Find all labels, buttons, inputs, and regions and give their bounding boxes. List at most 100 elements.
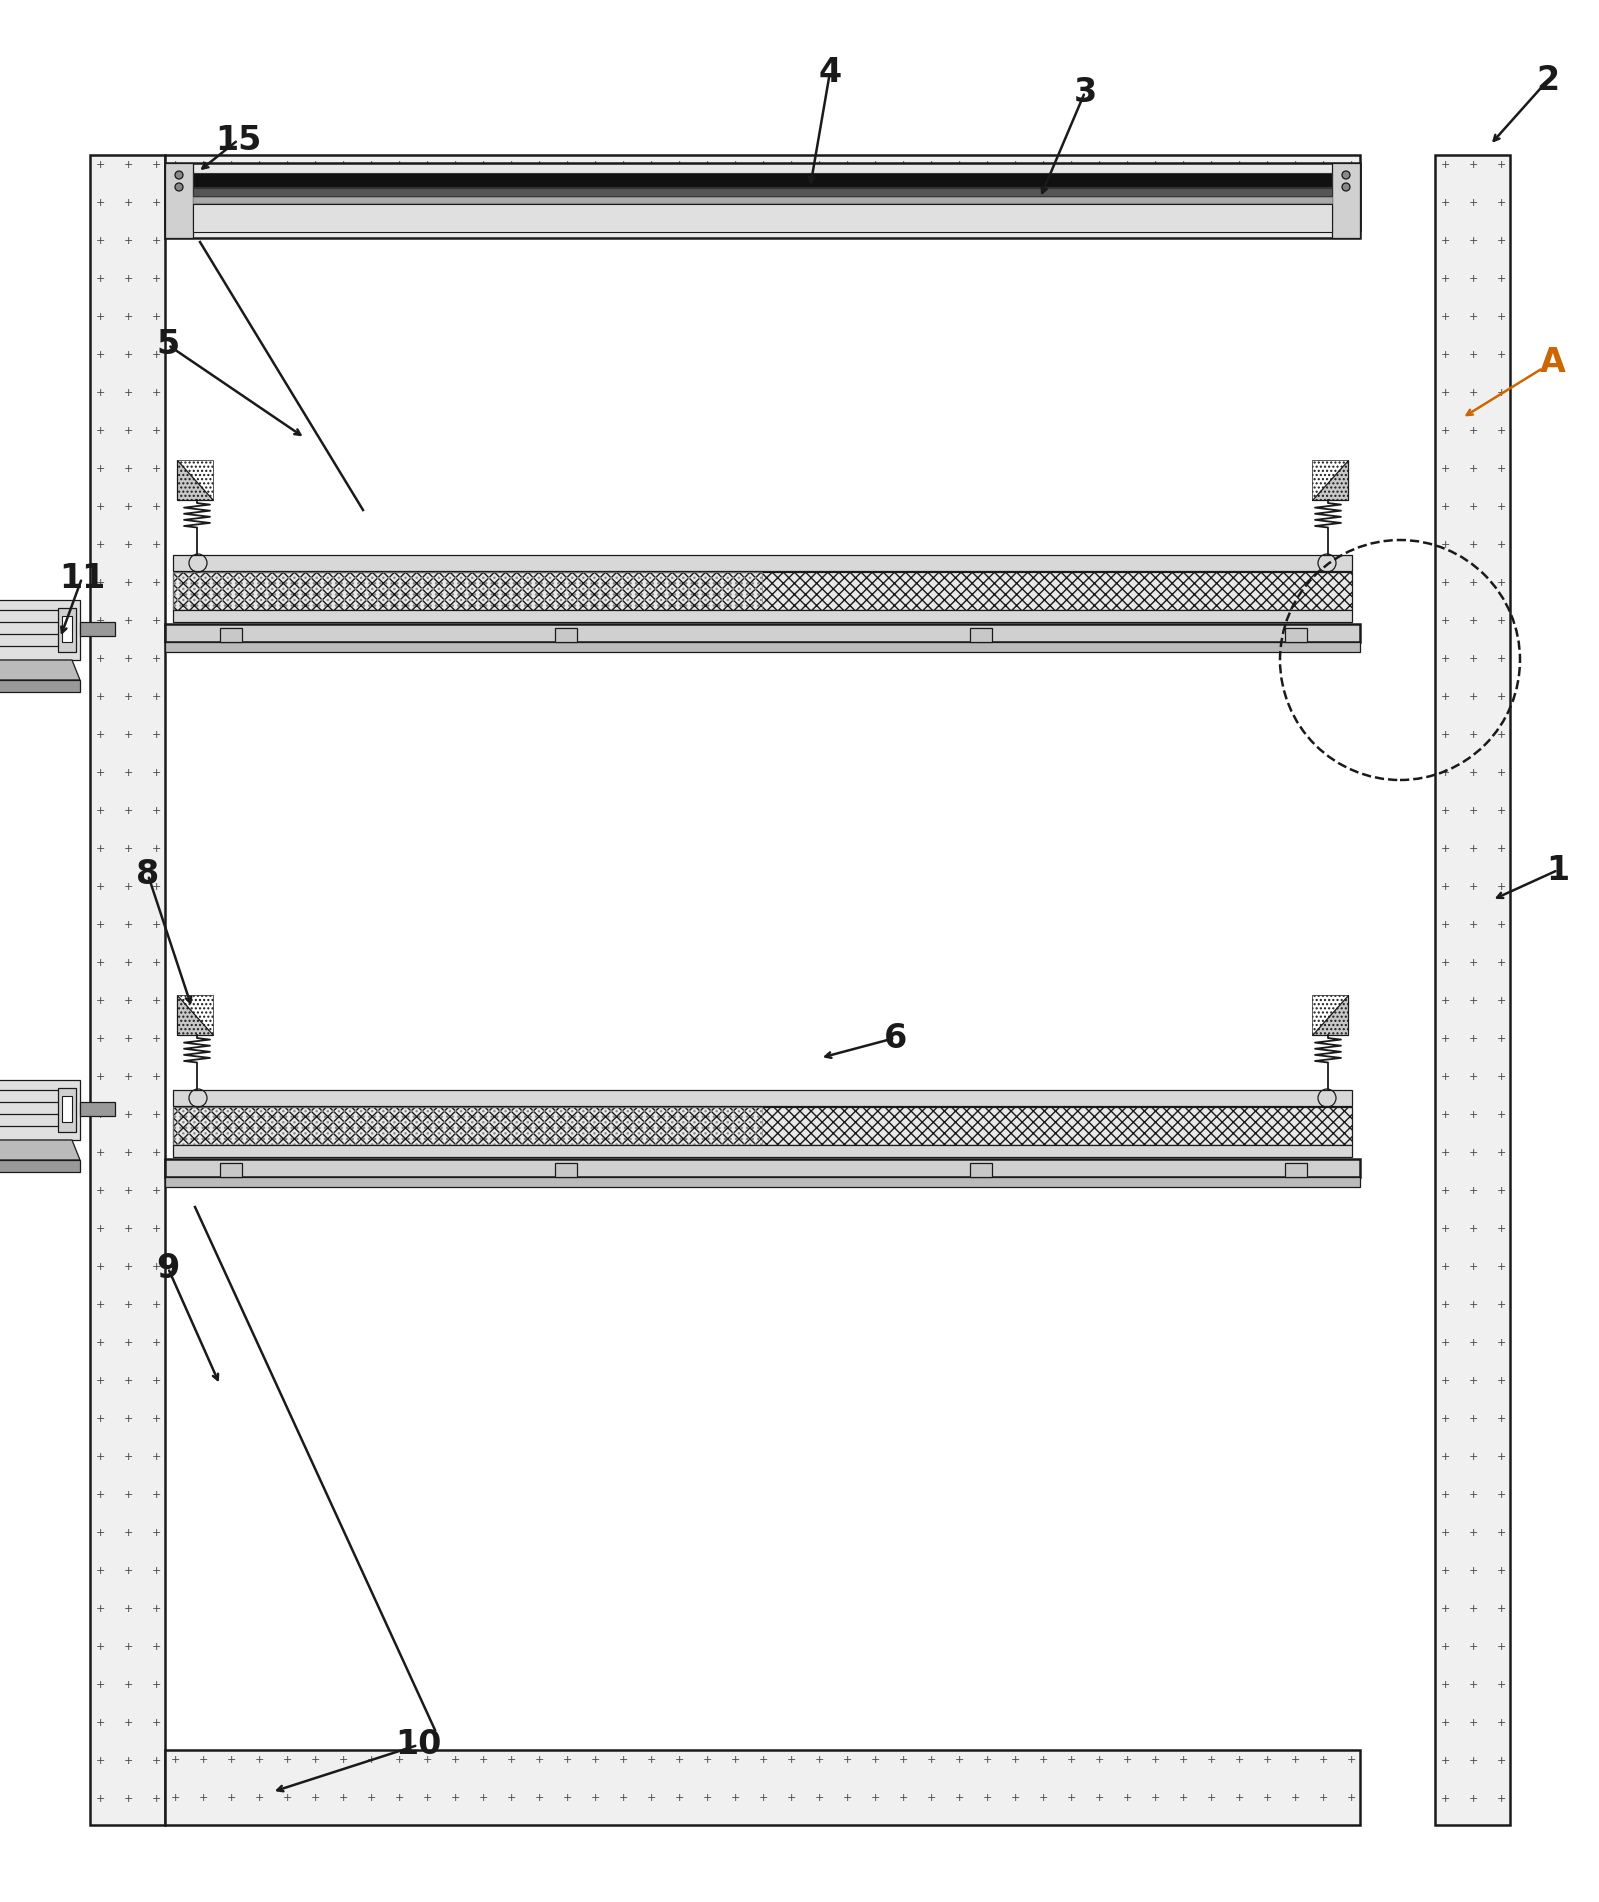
Text: 11: 11 <box>59 561 106 595</box>
Text: +: + <box>478 160 488 169</box>
Bar <box>193 198 1332 204</box>
Bar <box>90 154 165 1826</box>
Text: +: + <box>152 806 160 816</box>
Bar <box>165 164 193 238</box>
Text: +: + <box>1468 730 1477 740</box>
Text: +: + <box>451 160 459 169</box>
Text: +: + <box>534 1794 544 1803</box>
Text: +: + <box>123 997 133 1006</box>
Text: +: + <box>1468 616 1477 626</box>
Text: +: + <box>1262 1794 1271 1803</box>
Bar <box>193 204 1332 232</box>
Text: +: + <box>123 1565 133 1577</box>
Text: +: + <box>123 1718 133 1729</box>
Text: +: + <box>534 160 544 169</box>
Text: +: + <box>1094 160 1103 169</box>
Text: +: + <box>675 1794 684 1803</box>
Text: +: + <box>123 1527 133 1539</box>
Text: +: + <box>1497 844 1506 854</box>
Text: +: + <box>96 1337 104 1349</box>
Text: +: + <box>1094 1794 1103 1803</box>
Text: +: + <box>619 1756 628 1765</box>
Bar <box>177 460 213 500</box>
Text: +: + <box>619 198 628 207</box>
Text: +: + <box>1441 1337 1450 1349</box>
Text: +: + <box>152 540 160 550</box>
Text: +: + <box>1441 1603 1450 1615</box>
Text: +: + <box>478 1756 488 1765</box>
Text: +: + <box>1468 1375 1477 1387</box>
Text: +: + <box>422 1794 432 1803</box>
Text: +: + <box>152 1451 160 1463</box>
Text: +: + <box>1318 1794 1327 1803</box>
Text: +: + <box>1318 1756 1327 1765</box>
Text: +: + <box>96 1035 104 1044</box>
Text: +: + <box>310 1756 320 1765</box>
Text: +: + <box>395 198 403 207</box>
Text: +: + <box>507 1794 516 1803</box>
Text: +: + <box>1067 1756 1076 1765</box>
Text: +: + <box>123 578 133 588</box>
Text: +: + <box>1262 1756 1271 1765</box>
Text: +: + <box>1206 1756 1215 1765</box>
Text: +: + <box>1497 198 1506 207</box>
Text: +: + <box>283 198 291 207</box>
Polygon shape <box>177 460 213 500</box>
Text: +: + <box>1497 1756 1506 1765</box>
Text: +: + <box>1290 160 1300 169</box>
Text: +: + <box>310 198 320 207</box>
Bar <box>165 1750 1361 1826</box>
Text: +: + <box>1234 1794 1244 1803</box>
Text: +: + <box>123 1073 133 1082</box>
Text: +: + <box>339 1794 347 1803</box>
Text: +: + <box>1441 1451 1450 1463</box>
Text: +: + <box>1497 502 1506 512</box>
Text: +: + <box>96 1565 104 1577</box>
Text: +: + <box>152 921 160 930</box>
Text: +: + <box>152 312 160 321</box>
Text: +: + <box>254 160 264 169</box>
Text: +: + <box>1468 844 1477 854</box>
Text: +: + <box>870 160 879 169</box>
Text: +: + <box>1441 274 1450 283</box>
Text: +: + <box>1468 160 1477 169</box>
Text: +: + <box>152 844 160 854</box>
Text: +: + <box>814 1756 823 1765</box>
Text: +: + <box>1497 654 1506 664</box>
Text: +: + <box>1346 198 1356 207</box>
Text: +: + <box>451 1756 459 1765</box>
Text: +: + <box>1497 692 1506 702</box>
Text: +: + <box>955 1794 964 1803</box>
Text: +: + <box>1094 198 1103 207</box>
Text: +: + <box>1497 1375 1506 1387</box>
Text: +: + <box>814 1794 823 1803</box>
Text: +: + <box>955 198 964 207</box>
Text: +: + <box>123 1413 133 1425</box>
Text: +: + <box>1497 768 1506 778</box>
Text: +: + <box>1150 1756 1159 1765</box>
Bar <box>555 628 577 643</box>
Text: +: + <box>1497 1413 1506 1425</box>
Text: +: + <box>1122 1794 1132 1803</box>
Text: +: + <box>1441 236 1450 245</box>
Text: +: + <box>1441 806 1450 816</box>
Text: +: + <box>1497 1111 1506 1120</box>
Text: +: + <box>563 1756 572 1765</box>
Bar <box>1286 628 1306 643</box>
Bar <box>193 173 1332 186</box>
Text: +: + <box>1497 464 1506 474</box>
Text: +: + <box>1150 160 1159 169</box>
Text: +: + <box>675 198 684 207</box>
Bar <box>80 622 115 635</box>
Text: +: + <box>1038 1794 1047 1803</box>
Bar <box>58 609 77 652</box>
Text: +: + <box>152 883 160 892</box>
Text: +: + <box>366 198 376 207</box>
Text: 9: 9 <box>157 1252 179 1284</box>
Text: +: + <box>1497 730 1506 740</box>
Text: +: + <box>152 997 160 1006</box>
Bar <box>173 1107 763 1145</box>
Text: +: + <box>1468 1073 1477 1082</box>
Text: +: + <box>1497 1225 1506 1234</box>
Text: +: + <box>1441 1565 1450 1577</box>
